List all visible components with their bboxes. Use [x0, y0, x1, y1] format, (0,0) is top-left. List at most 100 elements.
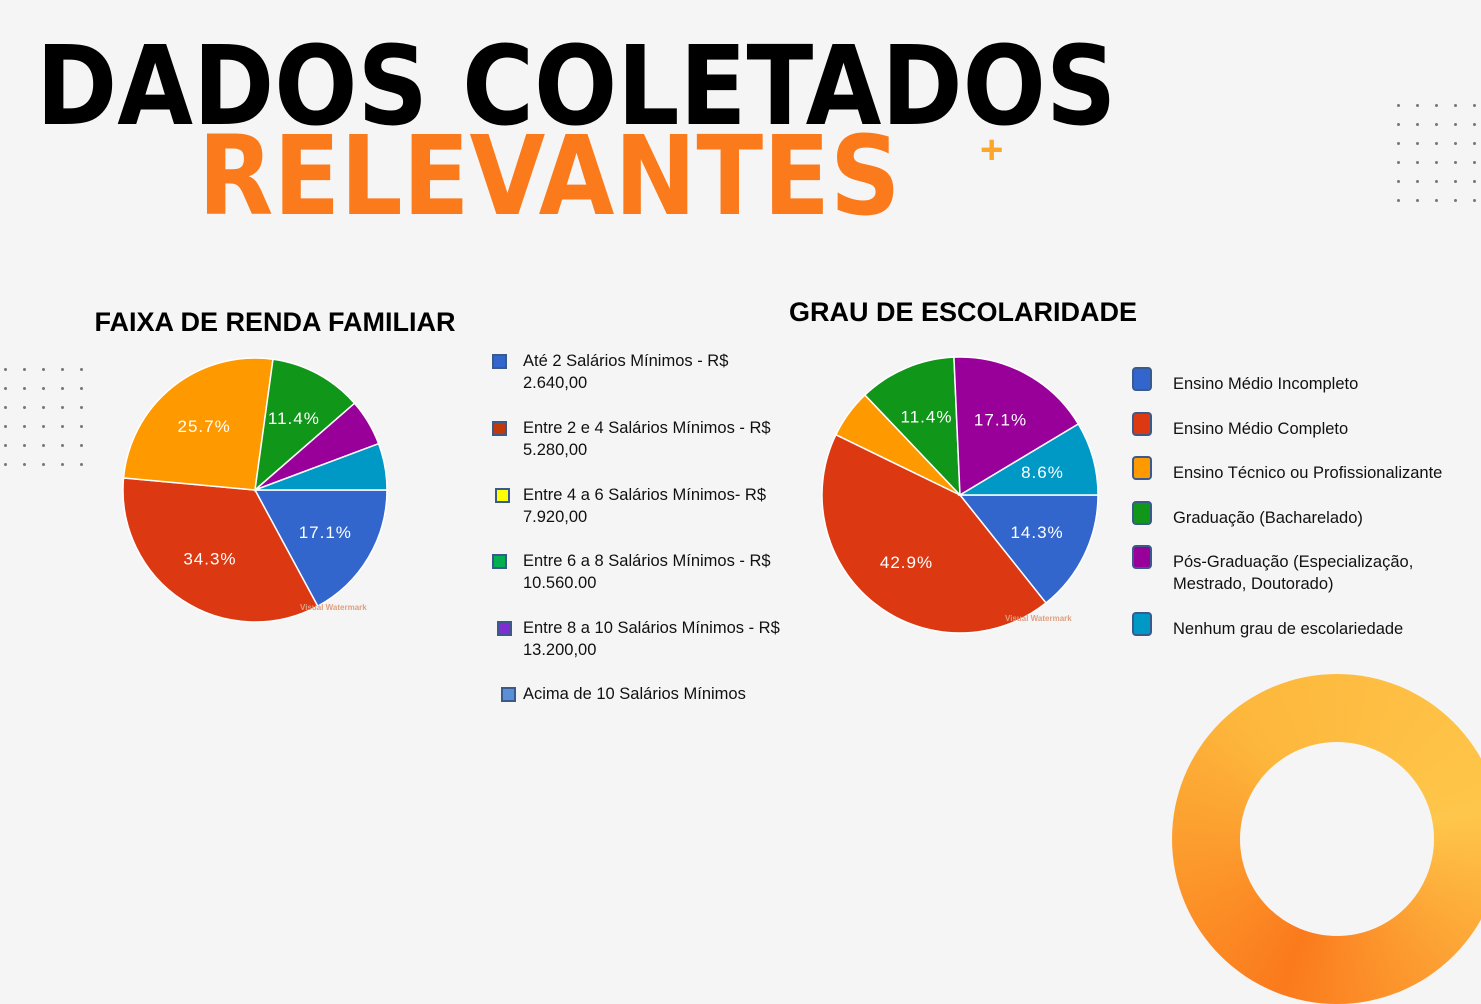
- legend-item: Nenhum grau de escolariedade: [1173, 618, 1403, 640]
- dot: [1473, 199, 1476, 202]
- legend-label: Ensino Médio Completo: [1173, 420, 1349, 438]
- watermark: Visual Watermark: [1005, 614, 1072, 623]
- dot: [1397, 104, 1400, 107]
- dot-grid-decoration: [4, 368, 83, 466]
- dot: [61, 444, 64, 447]
- dot: [42, 463, 45, 466]
- dot: [80, 387, 83, 390]
- dot: [4, 387, 7, 390]
- dot: [1416, 123, 1419, 126]
- slice-data-label: 11.4%: [901, 407, 953, 426]
- dot: [1397, 142, 1400, 145]
- title-line1: DADOS COLETADOS: [36, 22, 1117, 150]
- legend-swatch: [1132, 501, 1152, 525]
- legend-label: Entre 8 a 10 Salários Mínimos - R$: [523, 619, 780, 637]
- dot: [42, 425, 45, 428]
- dot: [23, 368, 26, 371]
- dot: [1416, 161, 1419, 164]
- dot: [1416, 104, 1419, 107]
- ring-hole: [1240, 742, 1434, 936]
- legend-swatch: [1132, 367, 1152, 391]
- legend-item: Ensino Técnico ou Profissionalizante: [1173, 462, 1442, 484]
- pie-slice: [122, 477, 319, 623]
- dot: [23, 463, 26, 466]
- pie-slice: [821, 433, 1047, 634]
- dot: [4, 425, 7, 428]
- dot: [1416, 142, 1419, 145]
- dot: [1473, 180, 1476, 183]
- pie-chart-income: 17.1% 34.3% 25.7% 11.4% Visual Watermark: [122, 357, 388, 623]
- legend-label-cont: 2.640,00: [523, 374, 588, 392]
- chart1-title: FAIXA DE RENDA FAMILIAR: [94, 307, 456, 337]
- dot: [1473, 104, 1476, 107]
- pie-slice: [122, 357, 274, 491]
- dot: [1397, 123, 1400, 126]
- legend-swatch: [1132, 456, 1152, 480]
- pie-chart-education: 14.3% 42.9% 11.4% 17.1% 8.6% Visual Watermark: [821, 356, 1099, 634]
- dot: [1435, 123, 1438, 126]
- dot: [1397, 180, 1400, 183]
- watermark: Visual Watermark: [300, 603, 367, 612]
- slice-data-label: 17.1%: [299, 523, 352, 542]
- legend-swatch: [1132, 412, 1152, 436]
- dot: [1454, 123, 1457, 126]
- dot: [4, 444, 7, 447]
- dot: [1454, 104, 1457, 107]
- legend-swatch: [492, 554, 507, 569]
- dot: [80, 444, 83, 447]
- dot: [23, 406, 26, 409]
- dot: [1454, 161, 1457, 164]
- legend-item: Ensino Médio Completo: [1173, 418, 1348, 440]
- legend-swatch: [501, 687, 516, 702]
- dot: [1454, 180, 1457, 183]
- legend-item: Entre 6 a 8 Salários Mínimos - R$ 10.560.…: [523, 550, 771, 594]
- legend-swatch: [1132, 545, 1152, 569]
- legend-item: Pós-Graduação (Especialização, Mestrado, …: [1173, 551, 1413, 595]
- legend-swatch: [497, 621, 512, 636]
- legend-label: Acima de 10 Salários Mínimos: [523, 685, 746, 703]
- dot: [23, 425, 26, 428]
- dot: [61, 406, 64, 409]
- dot: [42, 368, 45, 371]
- dot: [80, 368, 83, 371]
- title-line2: RELEVANTES: [198, 112, 901, 240]
- dot: [1454, 142, 1457, 145]
- dot: [1416, 180, 1419, 183]
- legend-label-cont: Mestrado, Doutorado): [1173, 575, 1334, 593]
- dot: [1435, 199, 1438, 202]
- dot: [42, 406, 45, 409]
- legend-label: Entre 6 a 8 Salários Mínimos - R$: [523, 552, 771, 570]
- dot: [1454, 199, 1457, 202]
- legend-label: Ensino Técnico ou Profissionalizante: [1173, 464, 1443, 482]
- legend-swatch: [495, 488, 510, 503]
- dot: [61, 387, 64, 390]
- legend-label-cont: 13.200,00: [523, 641, 597, 659]
- legend-label-cont: 7.920,00: [523, 508, 588, 526]
- dot: [4, 406, 7, 409]
- legend-label-cont: 10.560.00: [523, 574, 597, 592]
- dot: [23, 444, 26, 447]
- dot-grid-decoration: [1397, 104, 1476, 202]
- dot: [61, 425, 64, 428]
- slice-data-label: 42.9%: [880, 553, 933, 572]
- dot: [1435, 161, 1438, 164]
- pie-slice: [953, 356, 1080, 497]
- slice-data-label: 25.7%: [177, 417, 230, 436]
- legend-label: Entre 4 a 6 Salários Mínimos- R$: [523, 486, 767, 504]
- legend-label: Pós-Graduação (Especialização,: [1173, 553, 1414, 571]
- dot: [1416, 199, 1419, 202]
- legend-item: Acima de 10 Salários Mínimos: [523, 683, 746, 705]
- chart2-title: GRAU DE ESCOLARIDADE: [788, 297, 1138, 327]
- dot: [42, 444, 45, 447]
- legend-label: Até 2 Salários Mínimos - R$: [523, 352, 729, 370]
- legend-label-cont: 5.280,00: [523, 441, 588, 459]
- dot: [61, 463, 64, 466]
- slice-data-label: 11.4%: [268, 409, 320, 428]
- dot: [80, 406, 83, 409]
- dot: [1473, 123, 1476, 126]
- slice-data-label: 17.1%: [974, 411, 1027, 430]
- dot: [1397, 161, 1400, 164]
- dot: [1435, 180, 1438, 183]
- legend-item: Entre 2 e 4 Salários Mínimos - R$ 5.280,0…: [523, 417, 771, 461]
- legend-label: Ensino Médio Incompleto: [1173, 375, 1359, 393]
